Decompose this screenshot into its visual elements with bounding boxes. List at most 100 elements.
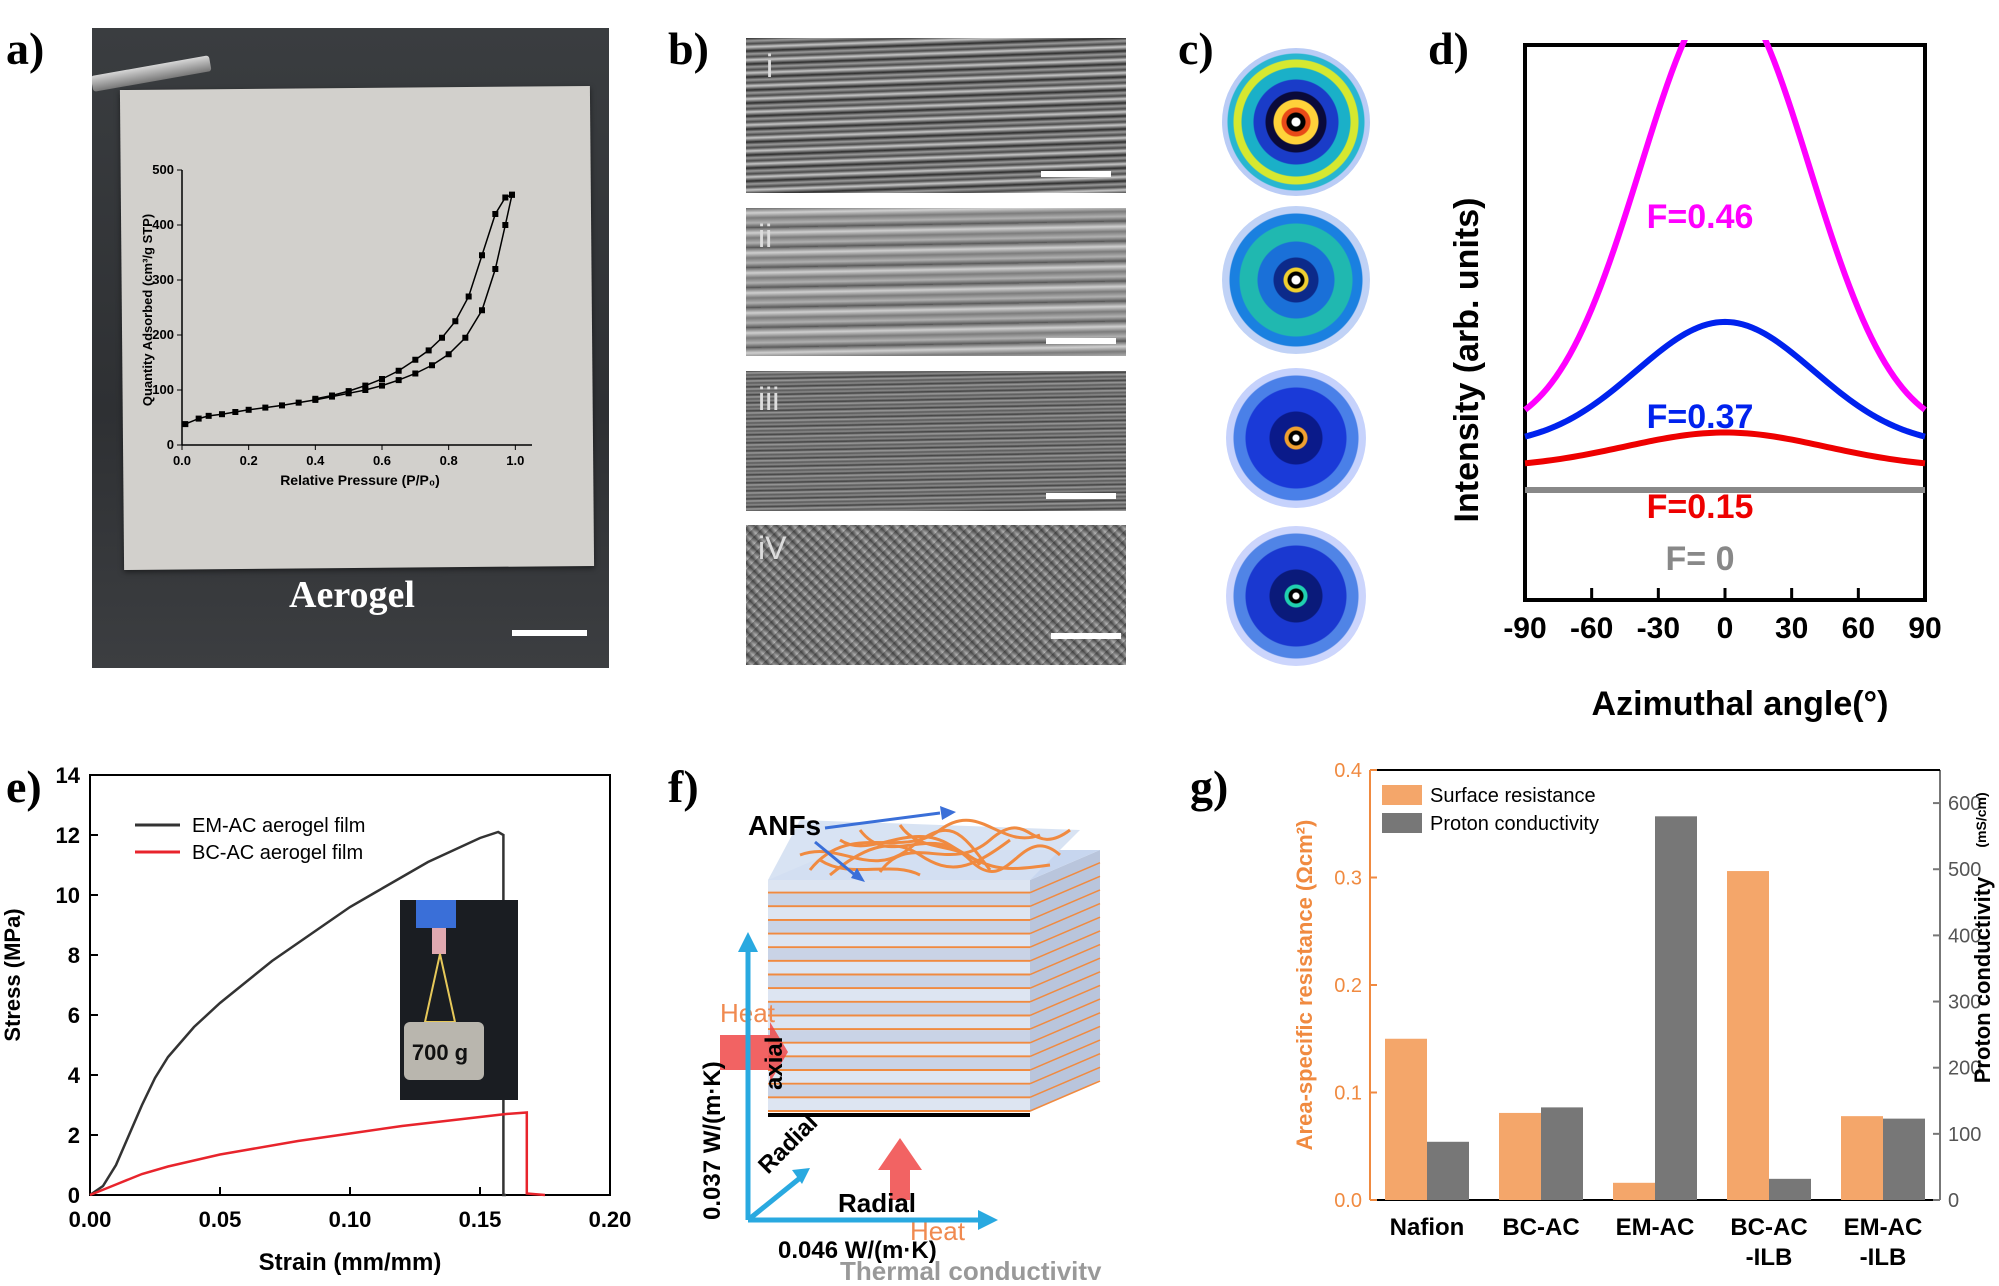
f-heat-bottom-arrow <box>878 1138 922 1200</box>
g-right-tick-label: 600 <box>1948 793 1981 815</box>
a-inset-x-tick-label: 0.2 <box>240 453 258 468</box>
sem-scale-bar-4 <box>1051 633 1121 639</box>
a-inset-y-tick-label: 500 <box>152 162 174 177</box>
f-axial-arrowhead <box>738 932 758 952</box>
g-legend-swatch-2 <box>1382 813 1422 833</box>
f-radial-label-2: Radial <box>838 1188 916 1218</box>
panel-d-chart: -90 -60 -30 0 30 60 90 Intensity (arb. units) … <box>1448 40 1942 723</box>
f-block-right-face <box>1030 850 1100 1112</box>
f-layer-fiber-side <box>1029 957 1101 989</box>
f-layer <box>768 1043 1030 1058</box>
a-inset-point <box>429 362 435 369</box>
f-layer-fiber-side <box>1029 902 1101 935</box>
a-inset-point <box>312 395 319 402</box>
a-inset-series-2 <box>315 194 513 400</box>
d-curve-label-3: F=0.15 <box>1647 488 1754 526</box>
a-inset-x-tick-label: 0.8 <box>440 453 458 468</box>
a-inset-point <box>395 377 402 384</box>
e-frame <box>89 774 611 1196</box>
g-right-tick-label: 300 <box>1948 992 1981 1014</box>
d-series-1 <box>1523 40 1927 413</box>
f-layer <box>768 961 1030 976</box>
panel-label-e: e) <box>6 761 42 812</box>
e-photo-label: 700 g <box>412 1040 468 1065</box>
e-photo-clamp <box>416 900 456 928</box>
g-left-tick-label: 0.3 <box>1334 868 1362 890</box>
a-inset-point <box>219 411 225 418</box>
saxs-pattern-1 <box>1222 48 1370 196</box>
a-inset-point <box>279 402 285 409</box>
e-xlabel: Strain (mm/mm) <box>259 1249 442 1276</box>
e-photo-weight <box>404 1022 484 1080</box>
e-y-tick-label: 12 <box>56 823 80 848</box>
g-category-label-line2: -ILB <box>1860 1244 1907 1271</box>
d-x-tick-label: 90 <box>1908 612 1941 645</box>
f-layer <box>768 1098 1030 1112</box>
sem-image-2 <box>746 208 1126 356</box>
g-ylabel-right: Proton conductivity <box>1970 876 1995 1083</box>
e-x-tick-label: 0.20 <box>589 1207 632 1232</box>
f-fiber-4 <box>799 828 992 871</box>
a-inset-point <box>379 382 385 389</box>
a-inset-point <box>379 376 385 382</box>
f-layer-fiber-side <box>1029 875 1101 907</box>
f-radial-diag-arrowhead <box>792 1168 810 1184</box>
f-layer <box>768 1057 1030 1072</box>
sem-image-1 <box>746 38 1126 193</box>
f-layer-fiber-side <box>1029 1039 1101 1071</box>
f-layer <box>768 893 1030 908</box>
a-inset-point <box>362 387 369 393</box>
a-inset-y-tick-label: 300 <box>152 272 174 287</box>
a-inset-x-tick-label: 0.0 <box>173 453 191 468</box>
f-layer-fiber-side <box>1029 1025 1101 1058</box>
a-inset-point <box>182 421 189 428</box>
panel-label-b: b) <box>668 23 709 74</box>
f-heat-left-arrow <box>720 1022 788 1082</box>
e-photo-film <box>432 928 446 954</box>
a-inset-point <box>412 356 419 363</box>
g-right-tick-label: 100 <box>1948 1124 1981 1146</box>
e-legend-2: BC-AC aerogel film <box>192 842 363 864</box>
g-bar-conductivity <box>1427 1141 1469 1200</box>
f-fiber-5 <box>878 826 1071 873</box>
d-series-2 <box>1524 318 1926 440</box>
e-x-tick-label: 0.05 <box>199 1207 242 1232</box>
g-left-tick-label: 0.2 <box>1334 975 1362 997</box>
g-category-label: BC-AC <box>1730 1214 1807 1241</box>
scale-bar <box>512 630 587 636</box>
g-bar-resistance <box>1385 1038 1427 1200</box>
panel-label-f: f) <box>668 761 699 812</box>
sem-scale-bar-1 <box>1041 171 1111 177</box>
f-layer-fiber-side <box>1029 1012 1101 1044</box>
f-layer-fiber-side <box>1029 861 1101 894</box>
a-inset-point <box>509 191 515 198</box>
f-layer-fiber-side <box>1029 998 1101 1030</box>
a-inset-point <box>245 406 252 413</box>
a-inset-point <box>465 293 472 300</box>
a-inset-point <box>445 351 452 358</box>
f-anfs-arrowhead-1 <box>940 806 956 820</box>
f-fiber-6 <box>839 834 1051 870</box>
f-top-cloud <box>768 820 1080 880</box>
f-layer-fiber-side <box>1029 916 1101 948</box>
a-inset-point <box>395 367 402 374</box>
sem-sublabel-3: iii <box>758 381 780 417</box>
a-inset-x-tick-label: 0.6 <box>373 453 391 468</box>
a-inset-point <box>295 399 302 406</box>
f-fiber-3 <box>858 829 1061 873</box>
g-left-tick-label: 0.0 <box>1334 1190 1362 1212</box>
sem-sublabel-1: i <box>766 48 774 84</box>
a-inset-point <box>195 415 202 422</box>
f-layer-fiber-side <box>1029 943 1101 976</box>
a-inset-x-tick-label: 0.4 <box>306 453 325 468</box>
e-y-tick-label: 10 <box>56 883 80 908</box>
g-legend-1: Surface resistance <box>1430 785 1596 807</box>
d-x-tick-label: 0 <box>1717 612 1734 645</box>
d-ylabel: Intensity (arb. units) <box>1448 198 1486 523</box>
sem-image-3 <box>746 371 1126 511</box>
f-layer <box>768 880 1030 894</box>
d-xlabel: Azimuthal angle(°) <box>1592 685 1889 723</box>
f-anfs-arrow-2 <box>814 840 856 877</box>
a-inset-point <box>362 382 369 389</box>
e-x-tick-label: 0.10 <box>329 1207 372 1232</box>
